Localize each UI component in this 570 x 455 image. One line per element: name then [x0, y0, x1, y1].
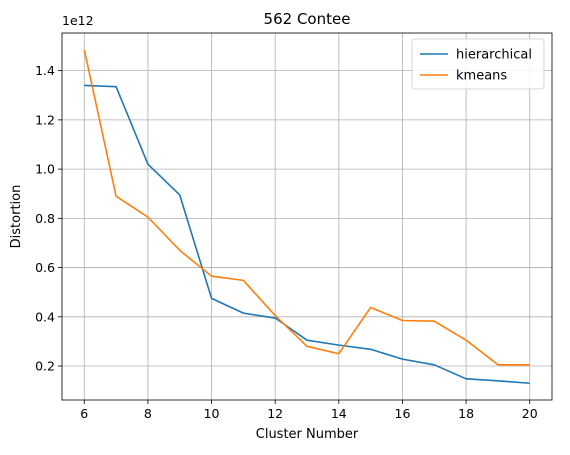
legend-label-kmeans: kmeans: [456, 69, 507, 84]
y-offset-label: 1e12: [62, 13, 94, 28]
x-tick-label: 18: [458, 406, 474, 421]
x-tick-label: 12: [267, 406, 283, 421]
series-line-hierarchical: [84, 84, 530, 385]
x-tick-label: 8: [144, 406, 152, 421]
y-axis-label: Distortion: [9, 185, 24, 249]
x-axis-ticks: 6 8 10 12 14 16 18 20: [80, 400, 538, 421]
y-axis-ticks: 0.2 0.4 0.6 0.8 1.0 1.2 1.4: [35, 63, 62, 374]
grid-lines: [62, 33, 552, 400]
legend-box: [411, 38, 545, 90]
y-tick-label: 0.2: [35, 359, 55, 374]
legend-label-hierarchical: hierarchical: [456, 48, 532, 63]
y-tick-label: 0.4: [35, 309, 55, 324]
y-tick-label: 1.0: [35, 162, 55, 177]
plot-frame: [61, 32, 553, 401]
x-tick-label: 6: [80, 406, 88, 421]
y-tick-label: 0.8: [35, 211, 55, 226]
y-tick-label: 1.2: [35, 112, 55, 127]
y-tick-label: 0.6: [35, 260, 55, 275]
x-tick-label: 14: [331, 406, 347, 421]
chart-title: 562 Contee: [264, 10, 351, 28]
series-lines: [83, 49, 530, 385]
series-line-kmeans: [83, 49, 530, 366]
x-tick-label: 16: [395, 406, 411, 421]
legend: hierarchical kmeans: [411, 38, 545, 90]
y-tick-label: 1.4: [35, 63, 55, 78]
x-axis-label: Cluster Number: [256, 427, 359, 442]
x-tick-label: 20: [522, 406, 538, 421]
x-tick-label: 10: [204, 406, 220, 421]
